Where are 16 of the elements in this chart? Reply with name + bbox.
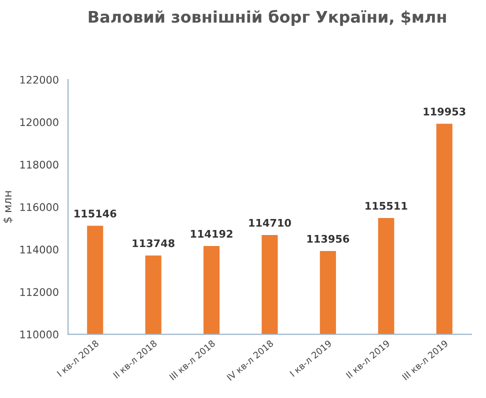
y-tick-label: 112000 <box>20 288 58 296</box>
y-tick-label: 116000 <box>20 203 58 212</box>
y-tick-label: 114000 <box>20 246 58 254</box>
data-label: 114192 <box>190 230 232 238</box>
y-tick-label: 122000 <box>20 76 58 84</box>
data-label: 113748 <box>132 239 174 248</box>
y-axis-title: $ млн <box>2 191 14 223</box>
data-label: 114710 <box>249 218 291 227</box>
chart-title: Валовий зовнішній борг України, $млн <box>88 10 446 26</box>
data-label: 119953 <box>424 108 466 116</box>
y-tick-label: 118000 <box>20 160 58 169</box>
data-label: 115146 <box>74 210 116 218</box>
y-tick-label: 120000 <box>20 118 58 126</box>
y-tick-label: 110000 <box>20 330 58 338</box>
data-label: 113956 <box>307 234 350 243</box>
data-label: 115511 <box>366 202 408 210</box>
